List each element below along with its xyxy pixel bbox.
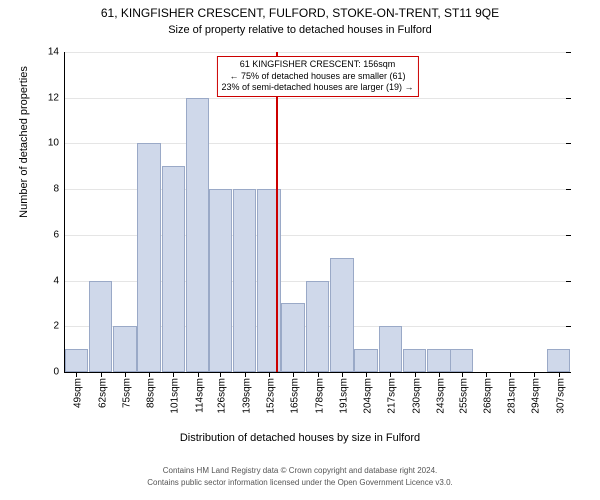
grid-line: [65, 98, 570, 99]
annotation-line: ← 75% of detached houses are smaller (61…: [221, 71, 413, 83]
x-tick-label: 139sqm: [237, 378, 252, 414]
x-tick-label: 255sqm: [454, 378, 469, 414]
x-tick-mark: [462, 372, 463, 377]
grid-line: [65, 52, 570, 53]
chart-title-line2: Size of property relative to detached ho…: [0, 24, 600, 36]
y-tick-mark: [566, 189, 571, 190]
x-tick-label: 307sqm: [551, 378, 566, 414]
x-tick-mark: [342, 372, 343, 377]
y-tick-mark: [566, 281, 571, 282]
x-tick-label: 243sqm: [432, 378, 447, 414]
histogram-bar: [547, 349, 570, 372]
histogram-bar: [281, 303, 304, 372]
x-tick-mark: [220, 372, 221, 377]
x-tick-label: 75sqm: [117, 378, 132, 408]
y-tick-mark: [566, 372, 571, 373]
annotation-box: 61 KINGFISHER CRESCENT: 156sqm← 75% of d…: [216, 56, 418, 97]
chart-title-line1: 61, KINGFISHER CRESCENT, FULFORD, STOKE-…: [0, 6, 600, 20]
y-tick-label: 0: [53, 367, 65, 378]
annotation-line: 61 KINGFISHER CRESCENT: 156sqm: [221, 59, 413, 71]
x-tick-label: 62sqm: [93, 378, 108, 408]
histogram-chart: 61, KINGFISHER CRESCENT, FULFORD, STOKE-…: [0, 0, 600, 500]
footer-line2: Contains public sector information licen…: [0, 478, 600, 487]
reference-line: [276, 52, 278, 372]
y-tick-mark: [566, 235, 571, 236]
x-tick-label: 294sqm: [527, 378, 542, 414]
x-tick-mark: [149, 372, 150, 377]
y-tick-mark: [566, 98, 571, 99]
x-tick-label: 49sqm: [69, 378, 84, 408]
x-tick-label: 88sqm: [142, 378, 157, 408]
x-tick-label: 114sqm: [190, 378, 205, 413]
x-tick-label: 101sqm: [166, 378, 181, 414]
x-tick-label: 281sqm: [503, 378, 518, 414]
histogram-bar: [209, 189, 232, 372]
y-tick-label: 10: [48, 138, 65, 149]
plot-area: 0246810121449sqm62sqm75sqm88sqm101sqm114…: [64, 52, 570, 373]
y-tick-label: 8: [53, 184, 65, 195]
y-tick-mark: [566, 326, 571, 327]
x-tick-mark: [366, 372, 367, 377]
x-tick-mark: [534, 372, 535, 377]
x-tick-label: 204sqm: [359, 378, 374, 414]
x-tick-label: 191sqm: [334, 378, 349, 414]
x-tick-mark: [439, 372, 440, 377]
histogram-bar: [89, 281, 112, 372]
histogram-bar: [162, 166, 185, 372]
histogram-bar: [65, 349, 88, 372]
y-tick-mark: [566, 52, 571, 53]
histogram-bar: [427, 349, 450, 372]
histogram-bar: [379, 326, 402, 372]
histogram-bar: [306, 281, 329, 372]
x-tick-mark: [293, 372, 294, 377]
x-tick-mark: [198, 372, 199, 377]
x-tick-mark: [245, 372, 246, 377]
footer-line1: Contains HM Land Registry data © Crown c…: [0, 466, 600, 475]
x-tick-label: 217sqm: [383, 378, 398, 414]
x-tick-mark: [125, 372, 126, 377]
x-tick-mark: [76, 372, 77, 377]
y-tick-label: 4: [53, 275, 65, 286]
x-tick-label: 178sqm: [310, 378, 325, 414]
x-tick-mark: [559, 372, 560, 377]
histogram-bar: [403, 349, 426, 372]
x-tick-label: 165sqm: [286, 378, 301, 414]
x-tick-mark: [486, 372, 487, 377]
x-tick-mark: [415, 372, 416, 377]
y-tick-label: 14: [48, 47, 65, 58]
x-tick-mark: [173, 372, 174, 377]
y-tick-label: 6: [53, 229, 65, 240]
histogram-bar: [233, 189, 256, 372]
y-tick-label: 2: [53, 321, 65, 332]
y-axis-label: Number of detached properties: [18, 0, 30, 302]
histogram-bar: [450, 349, 473, 372]
histogram-bar: [137, 143, 160, 372]
annotation-line: 23% of semi-detached houses are larger (…: [221, 82, 413, 94]
x-tick-mark: [101, 372, 102, 377]
x-tick-mark: [318, 372, 319, 377]
histogram-bar: [354, 349, 377, 372]
x-tick-label: 126sqm: [213, 378, 228, 414]
histogram-bar: [330, 258, 353, 372]
x-tick-label: 152sqm: [261, 378, 276, 414]
y-tick-mark: [566, 143, 571, 144]
x-tick-label: 268sqm: [478, 378, 493, 414]
histogram-bar: [113, 326, 136, 372]
x-tick-mark: [269, 372, 270, 377]
x-tick-mark: [390, 372, 391, 377]
y-tick-label: 12: [48, 92, 65, 103]
x-axis-label: Distribution of detached houses by size …: [0, 432, 600, 444]
x-tick-label: 230sqm: [407, 378, 422, 414]
x-tick-mark: [510, 372, 511, 377]
histogram-bar: [186, 98, 209, 372]
